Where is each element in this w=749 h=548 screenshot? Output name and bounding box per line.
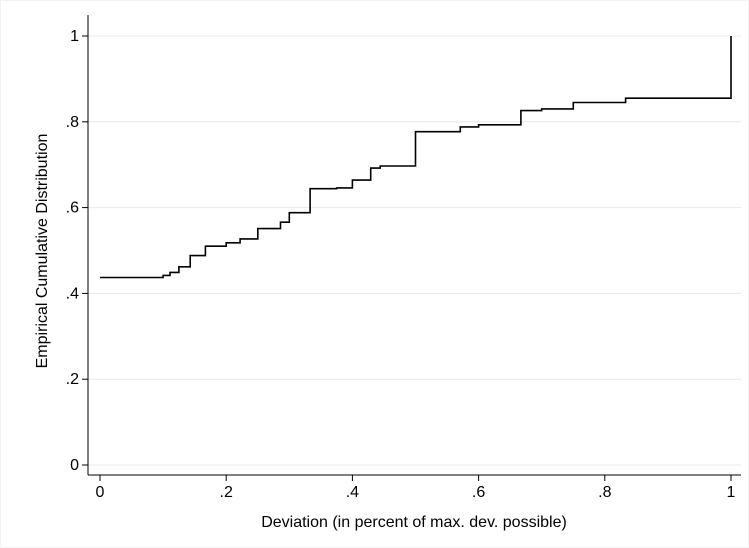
tick-labels: 0 .2 .4 .6 .8 1 0 .2 .4 .6 .8 1 bbox=[66, 28, 736, 501]
y-axis-title: Empirical Cumulative Distribution bbox=[34, 134, 51, 369]
y-tick-label: .6 bbox=[66, 200, 79, 217]
ecdf-series-line bbox=[100, 36, 732, 279]
x-tick-label: 0 bbox=[96, 484, 105, 501]
x-tick-label: .2 bbox=[220, 484, 233, 501]
series-layer bbox=[100, 36, 732, 279]
y-tick-label: .2 bbox=[66, 371, 79, 388]
y-tick-label: .4 bbox=[66, 285, 79, 302]
x-tick-label: 1 bbox=[727, 484, 736, 501]
x-tick-label: .6 bbox=[472, 484, 485, 501]
x-axis-title: Deviation (in percent of max. dev. possi… bbox=[261, 514, 567, 531]
y-tick-label: 0 bbox=[70, 457, 79, 474]
y-tick-label: .8 bbox=[66, 114, 79, 131]
axes bbox=[82, 15, 741, 481]
x-tick-label: .4 bbox=[346, 484, 359, 501]
x-tick-label: .8 bbox=[598, 484, 611, 501]
y-tick-label: 1 bbox=[70, 28, 79, 45]
grid-lines bbox=[88, 35, 741, 466]
